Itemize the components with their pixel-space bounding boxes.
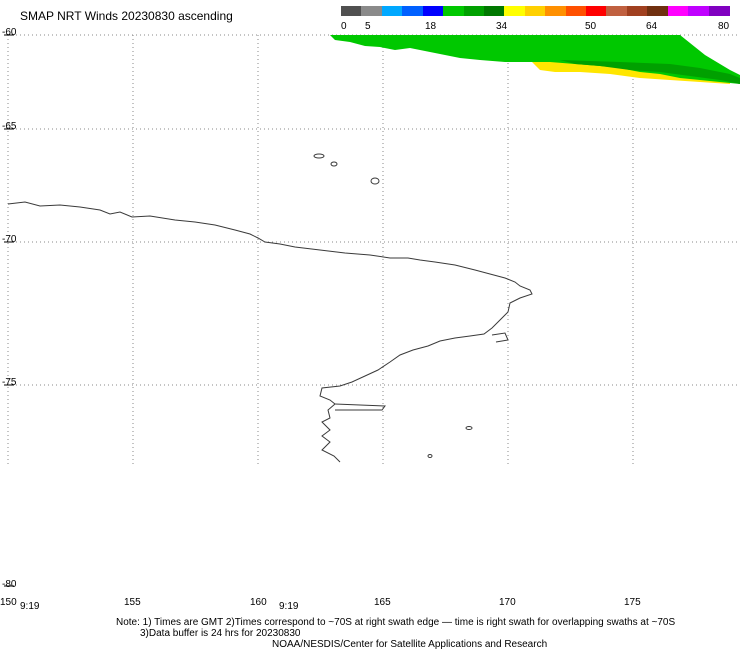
legend-swatch	[361, 6, 383, 16]
legend-swatch	[688, 6, 710, 16]
legend-tick-18: 18	[425, 21, 437, 32]
graticule	[7, 34, 740, 465]
legend-swatch	[402, 6, 424, 16]
lon-label-175: 175	[624, 597, 641, 608]
legend-swatch	[545, 6, 567, 16]
lon-label-170: 170	[499, 597, 516, 608]
legend-swatch	[626, 6, 648, 16]
lon-label-160: 160	[250, 597, 267, 608]
lat-label-65: -65	[2, 121, 17, 132]
swath-dark-green	[560, 60, 740, 84]
legend-swatch	[708, 6, 730, 16]
note-line-2: 3)Data buffer is 24 hrs for 20230830	[140, 628, 301, 639]
legend-swatch	[667, 6, 689, 16]
legend-swatch	[463, 6, 485, 16]
legend-swatch	[524, 6, 546, 16]
legend-tick-64: 64	[646, 21, 658, 32]
lat-label-60: -60	[2, 27, 17, 38]
latitude-ticks	[4, 34, 14, 587]
lon-label-155: 155	[124, 597, 141, 608]
swath-time-label: 9:19	[20, 601, 40, 612]
legend-swatch	[341, 6, 362, 16]
legend-swatch	[565, 6, 587, 16]
lat-label-80: -80	[2, 579, 17, 590]
map-title: SMAP NRT Winds 20230830 ascending	[20, 9, 233, 23]
legend-tick-80: 80	[718, 21, 730, 32]
note-line-3: NOAA/NESDIS/Center for Satellite Applica…	[272, 639, 548, 650]
lat-label-70: -70	[2, 234, 17, 245]
legend-swatch	[647, 6, 669, 16]
legend-swatch	[606, 6, 628, 16]
legend-tick-5: 5	[365, 21, 371, 32]
legend-tick-0: 0	[341, 21, 347, 32]
lon-label-150: 150	[0, 597, 17, 608]
coastline	[7, 153, 533, 463]
legend-swatch	[586, 6, 608, 16]
lat-label-75: -75	[2, 377, 17, 388]
legend-swatch	[504, 6, 526, 16]
legend-swatch	[443, 6, 465, 16]
legend-swatch	[422, 6, 444, 16]
swath-green	[330, 35, 740, 84]
legend-tick-34: 34	[496, 21, 508, 32]
note-line-1: Note: 1) Times are GMT 2)Times correspon…	[116, 617, 676, 628]
legend-tick-50: 50	[585, 21, 597, 32]
legend-swatch	[381, 6, 403, 16]
lon-label-165: 165	[374, 597, 391, 608]
swath-time-label: 9:19	[279, 601, 299, 612]
wind-swath	[330, 35, 740, 84]
legend-swatch	[483, 6, 505, 16]
